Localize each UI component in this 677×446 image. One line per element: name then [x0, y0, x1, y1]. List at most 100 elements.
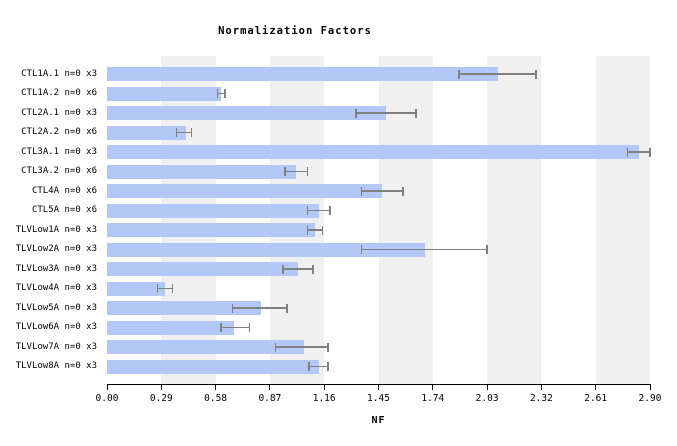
- error-bar-cap: [327, 342, 329, 352]
- bar-label: CTL2A.2 n=0 x6: [21, 127, 97, 137]
- bar: [107, 281, 166, 296]
- error-bar-cap: [327, 362, 329, 371]
- error-bar-cap: [216, 89, 219, 98]
- bar: [107, 86, 222, 101]
- x-axis-tick: [323, 384, 325, 390]
- x-axis-tick: [432, 384, 434, 390]
- bar-label: TLVLow5A n=0 x3: [15, 302, 97, 313]
- error-bar-cap: [156, 284, 159, 293]
- error-bar: [283, 268, 313, 270]
- error-bar-cap: [308, 362, 310, 371]
- bar-label: TLVLow7A n=0 x3: [15, 341, 97, 352]
- bar-label: TLVLow1A n=0 x3: [15, 224, 97, 235]
- x-axis-tick-label: 2.61: [584, 393, 608, 404]
- x-axis-tick: [106, 384, 108, 390]
- x-axis-tick-label: 0.29: [149, 393, 173, 404]
- error-bar: [176, 131, 192, 134]
- error-bar-cap: [284, 167, 286, 176]
- bar: [107, 106, 386, 120]
- error-bar-cap: [329, 206, 331, 215]
- x-axis-tick-label: 2.03: [475, 393, 499, 404]
- bar-label: CTL5A n=0 x6: [31, 205, 97, 215]
- error-bar-cap: [355, 108, 357, 118]
- error-bar-cap: [306, 206, 309, 215]
- bar-label: CTL3A.1 n=0 x3: [21, 146, 97, 157]
- error-bar: [361, 248, 488, 251]
- bar-label: TLVLow6A n=0 x3: [15, 322, 97, 332]
- error-bar-cap: [306, 167, 309, 176]
- error-bar: [232, 307, 287, 309]
- bar-label: CTL4A n=0 x6: [31, 185, 97, 196]
- bar-label: CTL1A.1 n=0 x3: [21, 68, 97, 79]
- bar: [107, 125, 186, 140]
- error-bar-cap: [458, 69, 460, 79]
- error-bar: [356, 112, 416, 114]
- error-bar: [627, 151, 650, 153]
- error-bar-cap: [282, 264, 284, 274]
- error-bar: [221, 326, 250, 329]
- x-axis-tick-label: 1.16: [312, 393, 336, 404]
- bar: [107, 145, 639, 159]
- x-axis-tick-label: 1.74: [421, 393, 445, 404]
- bar: [107, 359, 319, 374]
- bar: [107, 262, 298, 276]
- bar-label: CTL1A.2 n=0 x6: [21, 88, 97, 98]
- error-bar-cap: [360, 186, 363, 196]
- bar: [107, 203, 319, 218]
- bar-label: TLVLow2A n=0 x3: [15, 244, 97, 254]
- error-bar: [459, 73, 536, 75]
- error-bar: [275, 346, 328, 348]
- bar-label: CTL2A.1 n=0 x3: [21, 107, 97, 118]
- x-axis-tick: [540, 384, 542, 390]
- error-bar-cap: [649, 147, 651, 157]
- error-bar-cap: [321, 225, 324, 235]
- error-bar-cap: [175, 128, 178, 137]
- error-bar: [217, 92, 225, 95]
- error-bar-cap: [286, 303, 288, 313]
- bar: [107, 184, 383, 198]
- error-bar-cap: [220, 323, 222, 332]
- bar-label: TLVLow3A n=0 x3: [15, 263, 97, 274]
- x-axis-tick: [595, 384, 597, 390]
- bar: [107, 242, 426, 257]
- error-bar-cap: [231, 303, 234, 313]
- error-bar-cap: [312, 264, 314, 274]
- error-bar-cap: [626, 147, 629, 157]
- bar: [107, 164, 297, 179]
- error-bar-cap: [535, 69, 537, 79]
- bar-label: TLVLow8A n=0 x3: [15, 361, 97, 371]
- error-bar-cap: [274, 342, 277, 352]
- bar-label: TLVLow4A n=0 x3: [15, 283, 97, 293]
- x-axis-tick-label: 2.32: [529, 393, 553, 404]
- error-bar: [157, 287, 173, 290]
- error-bar: [307, 209, 330, 212]
- error-bar: [309, 365, 328, 368]
- error-bar-cap: [486, 245, 488, 254]
- chart-title: Normalization Factors: [218, 25, 372, 37]
- x-axis-tick-label: 0.00: [95, 393, 119, 404]
- x-axis-tick: [486, 384, 488, 390]
- error-bar-cap: [415, 108, 417, 118]
- error-bar-cap: [402, 186, 404, 196]
- x-axis-tick-label: 1.45: [367, 393, 390, 404]
- bar: [107, 340, 304, 354]
- error-bar-cap: [190, 128, 192, 137]
- x-axis-label: NF: [371, 415, 386, 426]
- error-bar-cap: [224, 89, 226, 98]
- x-axis-tick-label: 0.87: [258, 393, 282, 404]
- x-axis-tick-label: 0.58: [204, 393, 228, 404]
- error-bar: [361, 190, 403, 192]
- x-axis-tick: [160, 384, 162, 390]
- x-axis-tick: [215, 384, 217, 390]
- error-bar-cap: [360, 245, 363, 254]
- x-axis-tick: [269, 384, 271, 390]
- bar: [107, 320, 235, 335]
- error-bar: [307, 229, 323, 231]
- bar: [107, 301, 261, 315]
- bar: [107, 67, 499, 81]
- error-bar: [284, 170, 308, 173]
- bar: [107, 223, 315, 237]
- bar-label: CTL3A.2 n=0 x6: [21, 166, 97, 176]
